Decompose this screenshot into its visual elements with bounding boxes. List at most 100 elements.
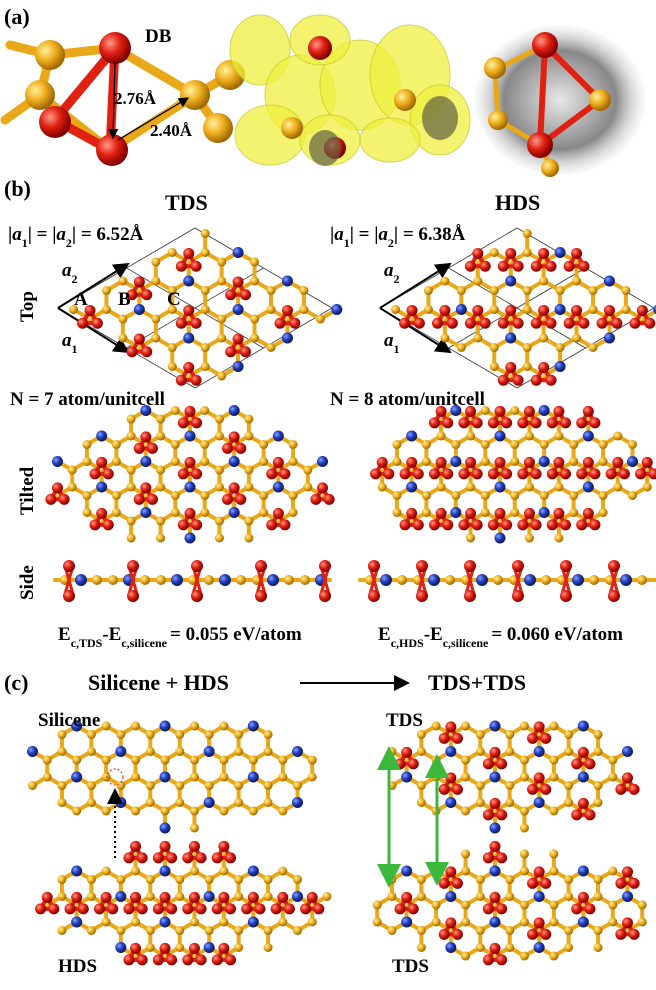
atom xyxy=(482,852,494,864)
atom xyxy=(546,417,558,429)
atom xyxy=(571,809,583,821)
atom xyxy=(255,560,267,572)
atom xyxy=(517,519,529,531)
atom xyxy=(571,903,583,915)
atom xyxy=(167,286,177,295)
atom xyxy=(86,892,96,901)
atom xyxy=(99,32,131,64)
atom xyxy=(593,943,603,952)
atom xyxy=(505,781,515,790)
text-segment: E xyxy=(58,624,71,645)
atom xyxy=(538,361,550,373)
atom xyxy=(190,317,202,329)
atom xyxy=(244,431,254,441)
atom xyxy=(445,797,457,808)
atom xyxy=(608,900,618,910)
atom xyxy=(247,720,259,732)
atom xyxy=(27,781,37,790)
atom xyxy=(572,276,582,286)
atom xyxy=(175,798,185,807)
atom xyxy=(510,491,520,500)
atom xyxy=(219,574,231,586)
atom xyxy=(615,783,627,795)
atom xyxy=(642,482,652,492)
atom xyxy=(555,343,565,352)
atom xyxy=(368,560,380,572)
atom xyxy=(505,875,515,884)
atom xyxy=(234,747,244,756)
atom xyxy=(184,405,196,417)
atom xyxy=(530,374,542,386)
structure-label: Silicene xyxy=(38,710,100,731)
atom xyxy=(554,431,564,441)
atom xyxy=(145,943,155,952)
atom xyxy=(611,317,623,329)
atom xyxy=(57,781,67,790)
atom xyxy=(549,951,559,961)
atom xyxy=(458,417,470,429)
atom xyxy=(218,942,230,954)
atom xyxy=(152,852,164,864)
atom xyxy=(200,362,210,371)
atom xyxy=(266,519,278,531)
atom xyxy=(204,926,214,935)
atom xyxy=(628,440,638,449)
atom xyxy=(527,732,539,744)
atom xyxy=(577,746,589,758)
atom xyxy=(319,560,331,572)
atom xyxy=(563,260,575,272)
atom xyxy=(372,917,382,927)
panel-label: (a) xyxy=(4,4,30,29)
atom xyxy=(278,772,288,782)
atom xyxy=(184,532,196,544)
atom xyxy=(533,797,545,808)
atom xyxy=(140,575,150,585)
atom xyxy=(136,852,148,864)
atom xyxy=(628,877,640,889)
text-segment: 2 xyxy=(72,272,78,286)
atom xyxy=(446,317,458,329)
site-label: C xyxy=(167,289,181,310)
atom xyxy=(75,574,87,586)
atom xyxy=(115,746,127,757)
atom xyxy=(505,332,517,344)
atom xyxy=(519,772,529,782)
atom xyxy=(560,590,572,602)
atom xyxy=(401,891,413,903)
atom xyxy=(116,926,126,935)
atom xyxy=(560,417,572,429)
atom xyxy=(628,491,638,500)
atom xyxy=(145,798,155,807)
atom xyxy=(67,482,77,492)
atom xyxy=(461,772,471,782)
atom xyxy=(115,797,127,808)
atom xyxy=(189,823,199,833)
atom xyxy=(370,468,382,480)
atom xyxy=(589,417,601,429)
atom xyxy=(406,304,418,316)
atom xyxy=(593,798,603,807)
atom xyxy=(217,314,227,324)
atom xyxy=(519,806,529,816)
atom xyxy=(225,903,237,915)
atom xyxy=(167,343,177,352)
atom xyxy=(523,405,535,417)
atom xyxy=(218,891,230,903)
atom xyxy=(182,852,194,864)
atom xyxy=(184,456,196,468)
row-label: Tilted xyxy=(17,466,38,515)
atom xyxy=(188,840,200,852)
atom xyxy=(465,405,477,417)
atom xyxy=(406,456,418,468)
atom xyxy=(494,405,506,417)
atom xyxy=(505,730,515,739)
atom xyxy=(387,926,397,935)
atom xyxy=(183,361,195,373)
bond xyxy=(537,42,548,148)
atom xyxy=(578,260,590,272)
atom xyxy=(620,574,632,586)
atom xyxy=(293,781,303,790)
atom xyxy=(177,417,189,429)
atom xyxy=(156,431,166,441)
atom xyxy=(57,798,67,807)
